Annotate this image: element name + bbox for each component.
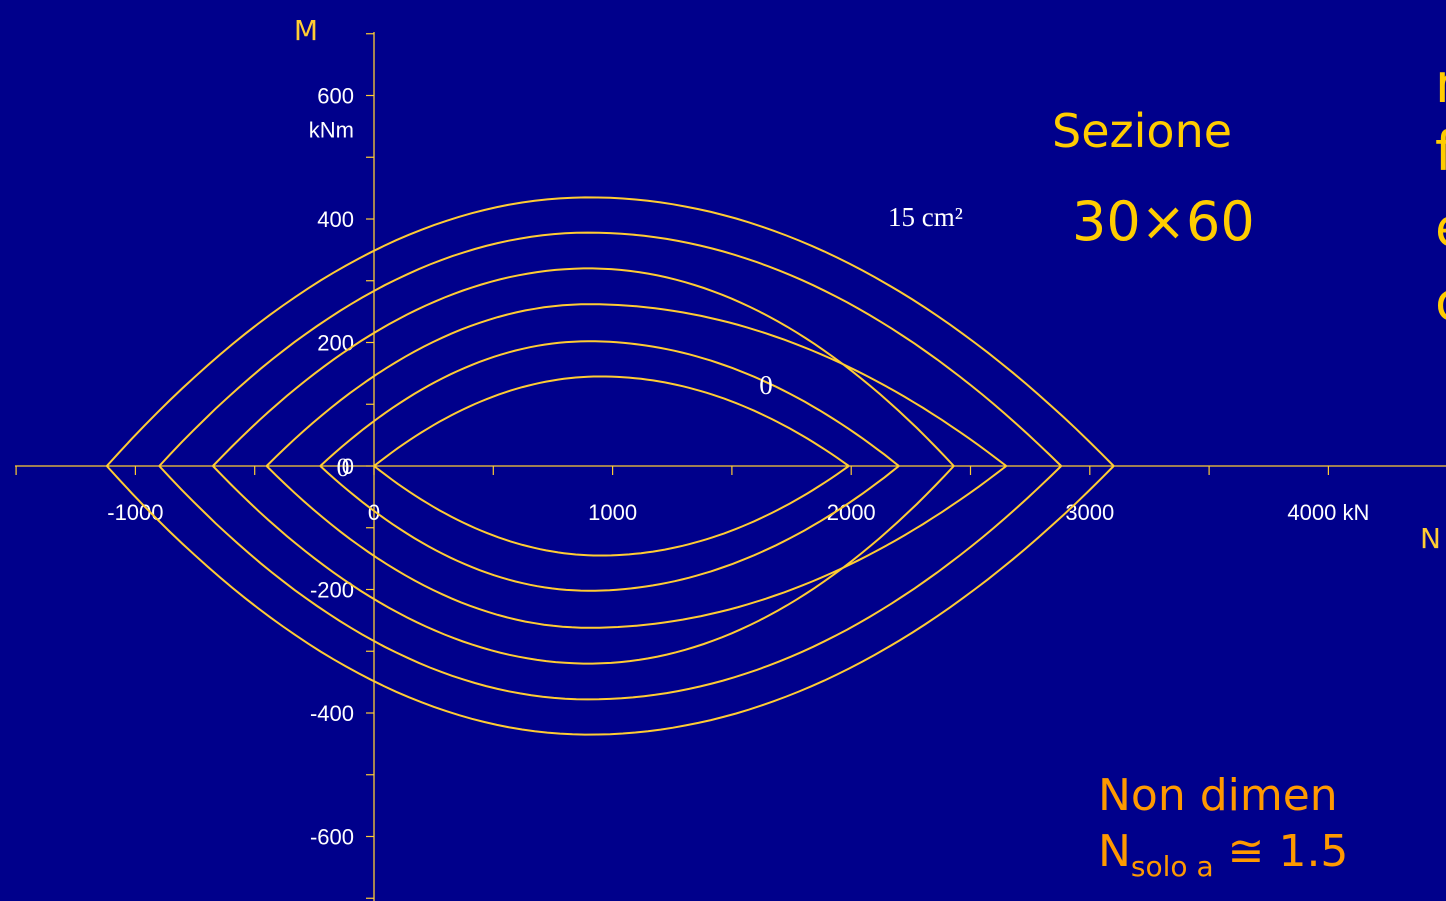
curve-lower-2	[158, 465, 1062, 701]
curve-upper-5	[319, 340, 900, 467]
x-axis-title: N	[1420, 522, 1441, 555]
curve-upper-2	[158, 231, 1062, 467]
section-dimensions: 30×60	[1072, 190, 1255, 253]
x-tick-label: 3000	[1065, 500, 1114, 525]
curve-zero-label: 0	[759, 370, 773, 400]
x-tick-label: 1000	[588, 500, 637, 525]
curve-upper-1	[106, 196, 1115, 467]
cut-text-line-1: n	[1435, 52, 1446, 115]
y-tick-label: -600	[310, 825, 354, 850]
y-unit-label: kNm	[309, 118, 354, 143]
curve-upper-3	[212, 267, 955, 467]
curve-lower-5	[319, 465, 900, 592]
note-line-1: Non dimen	[1098, 770, 1338, 821]
y-tick-label: 0	[342, 454, 354, 479]
curve-upper-6	[373, 375, 850, 467]
cut-text-line-4: c	[1435, 270, 1446, 333]
note-value: ≅ 1.5	[1213, 826, 1349, 877]
area-label: 15 cm²	[888, 202, 963, 232]
curve-lower-4	[265, 465, 1007, 629]
note-line-2: Nsolo a ≅ 1.5	[1098, 826, 1348, 883]
note-n-symbol: N	[1098, 826, 1131, 877]
y-tick-label: 200	[317, 331, 354, 356]
x-tick-label: 0	[368, 500, 380, 525]
x-tick-label: -1000	[107, 500, 163, 525]
section-title: Sezione	[1052, 104, 1233, 158]
curve-lower-6	[373, 465, 850, 557]
note-subscript: solo a	[1130, 849, 1214, 883]
y-tick-label: -400	[310, 701, 354, 726]
curve-upper-4	[265, 303, 1007, 467]
cut-text-line-3: e	[1435, 196, 1446, 259]
y-axis-title: M	[294, 14, 318, 47]
curve-lower-1	[106, 465, 1115, 736]
cut-text-line-2: f	[1435, 120, 1446, 183]
curve-lower-3	[212, 465, 955, 665]
origin-zero-label: 0	[337, 453, 350, 482]
y-tick-label: 400	[317, 207, 354, 232]
x-tick-label: 4000 kN	[1287, 500, 1369, 525]
y-tick-label: 600	[317, 84, 354, 109]
